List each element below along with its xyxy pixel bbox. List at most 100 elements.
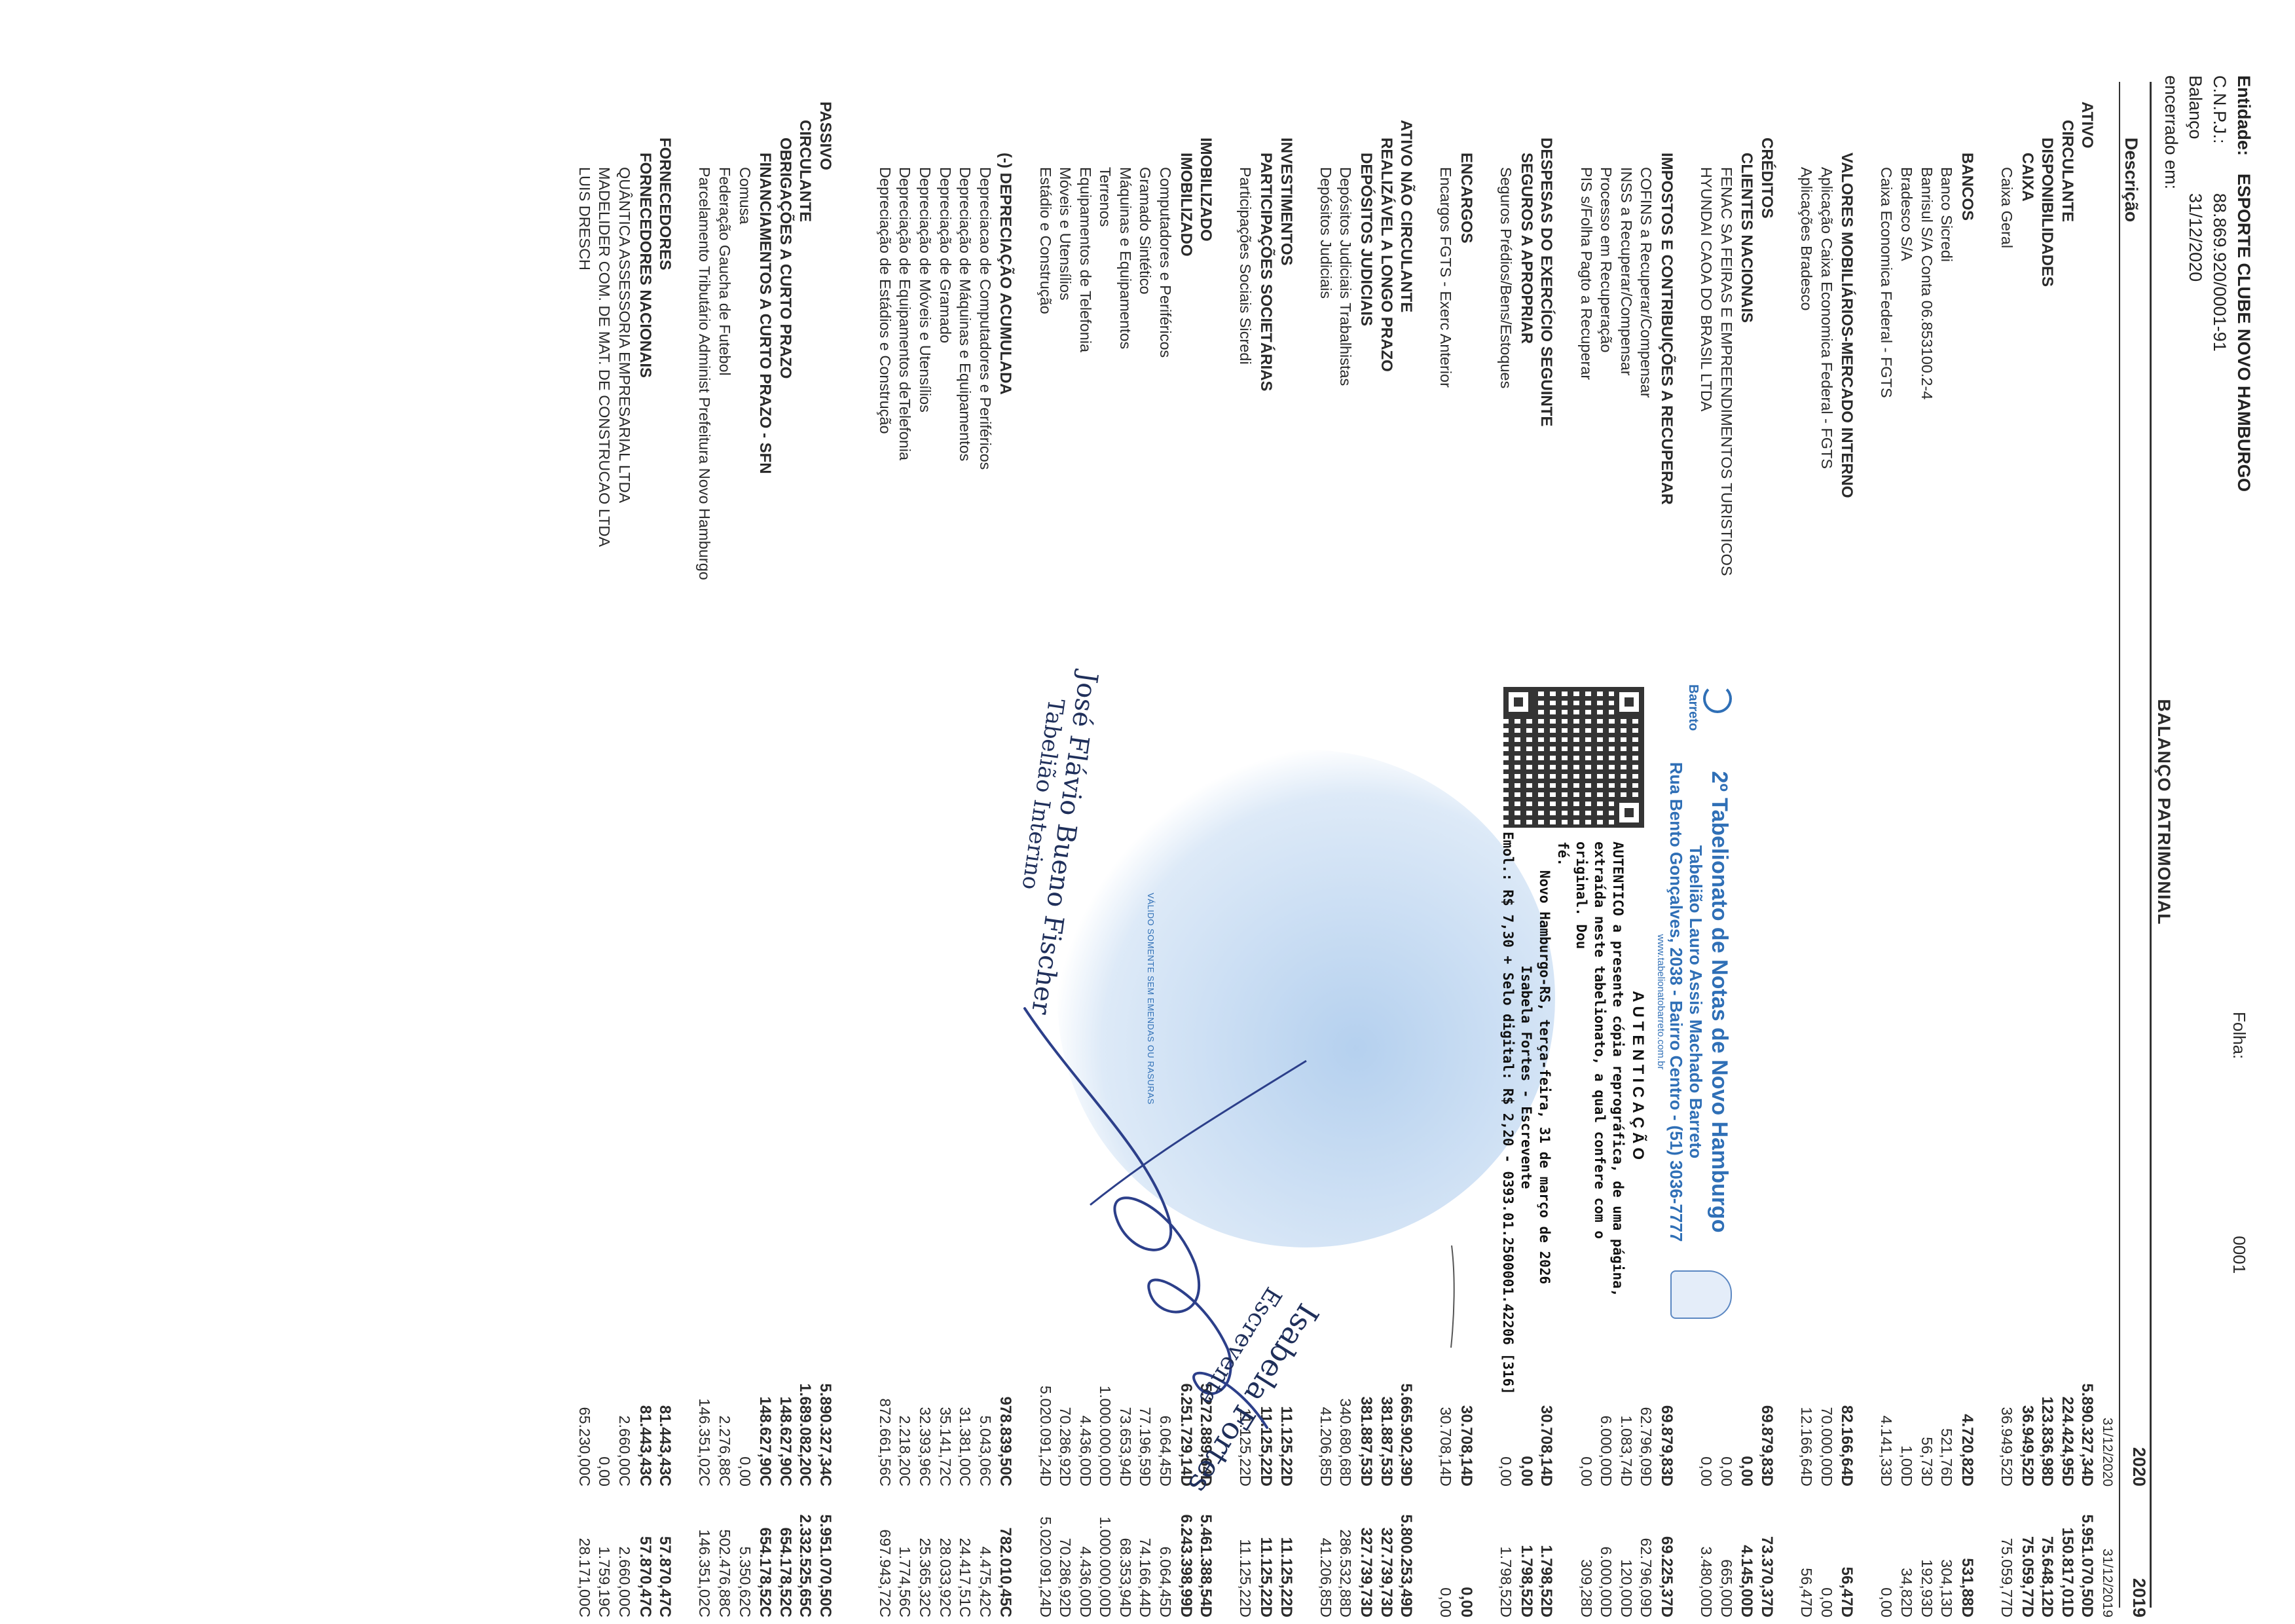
row-description: (-) DEPRECIAÇÃO ACUMULADA — [997, 153, 1015, 395]
row-description: Encargos FGTS - Exerc Anterior — [1437, 167, 1455, 388]
row-value-2019: 31/12/2019 — [2100, 1548, 2115, 1617]
row-description: Gramado Sintético — [1137, 167, 1154, 295]
row-value-2019: 24.417,51C — [957, 1538, 974, 1617]
section-row: FORNECEDORES NACIONAIS 81.443,43C 57.870,4… — [634, 82, 655, 1617]
table-row: Depreciação de Gramado 35.141,72C 28.033,9… — [935, 82, 955, 1617]
row-value-2019: 1.000.000,00D — [1097, 1516, 1114, 1617]
row-description: Federação Gaucha de Futebol — [716, 167, 734, 376]
section-row: PASSIVO 5.890.327,34C 5.951.070,50C — [815, 82, 835, 1617]
row-value-2019: 286.532,88D — [1337, 1529, 1355, 1617]
date-row: 31/12/2020 31/12/2019 — [2097, 82, 2117, 1617]
row-value-2019: 2.660,00C — [616, 1546, 634, 1617]
spacer-row — [1856, 82, 1877, 1608]
qr-code-icon — [1501, 684, 1647, 830]
section-row: CIRCULANTE 1.689.082,20C 2.332.525,65C — [795, 82, 815, 1617]
row-value-2020: 31.381,00C — [957, 1407, 974, 1486]
row-value-2020: 2.276,88C — [716, 1415, 734, 1486]
section-row: ATIVO 5.890.327,34D 5.951.070,50D — [2077, 82, 2097, 1617]
section-row: CIRCULANTE 224.424,95D 150.817,01D — [2057, 82, 2077, 1617]
row-value-2020: 30.708,14D — [1458, 1405, 1475, 1486]
row-description: MADELIDER COM. DE MAT. DE CONSTRUCAO LTD… — [596, 167, 614, 547]
authentication-clerk: Isabela Fortes - Escrevente — [1518, 965, 1534, 1189]
row-description: FENAC SA FEIRAS E EMPREENDIMENTOS TURIST… — [1717, 167, 1735, 576]
row-description: Equipamentos de Telefonia — [1076, 167, 1094, 353]
row-value-2020: 81.443,43C — [656, 1405, 674, 1486]
row-description: ENCARGOS — [1458, 153, 1475, 244]
row-value-2020: 2.660,00C — [616, 1415, 634, 1486]
row-value-2019: 4.145,00D — [1738, 1545, 1756, 1617]
row-value-2019: 1.798,52D — [1497, 1546, 1515, 1617]
row-value-2020: 32.393,96C — [916, 1407, 934, 1486]
spacer-row — [1776, 82, 1797, 1608]
table-row: Bradesco S/A 1,00D 34,82D — [1896, 82, 1917, 1617]
row-value-2020: 12.166,64D — [1798, 1407, 1816, 1486]
row-value-2020: 0,00 — [1577, 1456, 1595, 1486]
row-value-2019: 5.800.253,49D — [1397, 1514, 1416, 1617]
row-description: Aplicações Bradesco — [1798, 167, 1816, 311]
row-value-2019: 69.225,37D — [1657, 1536, 1676, 1617]
notary-name: Tabelião Lauro Assis Machado Barreto — [1686, 845, 1706, 1159]
row-description: Depreciação de Móveis e Utensílios — [916, 167, 934, 413]
row-description: DEPÓSITOS JUDICIAIS — [1357, 153, 1376, 326]
row-description: BANCOS — [1958, 153, 1976, 221]
row-value-2019: 327.739,73D — [1377, 1527, 1395, 1617]
row-value-2019: 75.648,12D — [2038, 1536, 2057, 1617]
row-value-2020: 0,00 — [1517, 1456, 1535, 1486]
row-description: IMPOSTOS E CONTRIBUIÇÕES A RECUPERAR — [1657, 153, 1676, 505]
row-description: CLIENTES NACIONAIS — [1738, 153, 1756, 323]
spacer-row — [855, 82, 875, 1608]
authentication-date: Novo Hamburgo-RS, terça-feira, 31 de mar… — [1537, 870, 1552, 1285]
row-description: REALIZÁVEL A LONGO PRAZO — [1377, 138, 1395, 372]
row-description: Depósitos Judiciais — [1317, 167, 1334, 299]
row-value-2020: 381.887,53D — [1377, 1396, 1395, 1486]
row-value-2020: 69.879,83D — [1757, 1405, 1776, 1486]
table-row: Depreciação de Equipamentos deTelefonia 2… — [895, 82, 915, 1617]
row-value-2019: 502.476,88C — [716, 1529, 734, 1617]
notary-website: www.tabelionatobarreto.com.br — [1655, 934, 1666, 1070]
row-value-2019: 34,82D — [1898, 1568, 1916, 1617]
row-value-2019: 120,00D — [1617, 1559, 1635, 1617]
row-description: COFINS a Recuperar/Compensar — [1638, 167, 1655, 398]
column-description: Descrição — [2121, 138, 2141, 223]
row-value-2020: 123.836,98D — [2038, 1396, 2057, 1486]
row-description: Comusa — [736, 167, 754, 225]
row-description: LUIS DRESCH — [576, 167, 593, 271]
signature-scribble-icon — [1023, 1007, 1307, 1429]
notary-address: Rua Bento Gonçalves, 2038 - Bairro Centr… — [1666, 762, 1686, 1242]
row-value-2019: 654.178,52C — [756, 1527, 775, 1617]
row-value-2019: 4.475,42C — [976, 1546, 994, 1617]
column-2020: 2020 — [2129, 1447, 2149, 1486]
row-value-2020: 35.141,72C — [936, 1407, 954, 1486]
row-description: Estádio e Construção — [1037, 167, 1054, 314]
table-row: Parcelamento Tributário Administ Prefeit… — [695, 82, 715, 1617]
row-value-2019: 5.020.091,24D — [1037, 1516, 1054, 1617]
table-row: MADELIDER COM. DE MAT. DE CONSTRUCAO LTD… — [595, 82, 615, 1617]
sheet-number-value: 0001 — [2230, 1236, 2249, 1274]
row-value-2020: 4.141,33D — [1878, 1415, 1896, 1486]
row-value-2020: 81.443,43C — [636, 1405, 654, 1486]
row-value-2019: 1.798,52D — [1537, 1545, 1556, 1617]
row-description: Participações Sociais Sicredi — [1237, 167, 1255, 365]
spacer-row — [674, 82, 695, 1608]
row-value-2020: 1,00D — [1898, 1445, 1916, 1486]
row-description: CRÉDITOS — [1757, 138, 1776, 219]
row-value-2019: 1.759,19C — [596, 1546, 614, 1617]
row-description: Depósitos Judiciais Trabalhistas — [1337, 167, 1355, 386]
row-description: Bradesco S/A — [1898, 167, 1916, 261]
row-description: FORNECEDORES NACIONAIS — [636, 153, 654, 378]
entity-name: ESPORTE CLUBE NOVO HAMBURGO — [2234, 174, 2254, 492]
row-value-2019: 56,47D — [1798, 1568, 1816, 1617]
row-description: Aplicação Caixa Economica Federal - FGTS — [1818, 167, 1835, 470]
row-value-2020: 62.796,09D — [1638, 1407, 1655, 1486]
spacer-row — [1977, 82, 1997, 1608]
row-value-2020: 31/12/2020 — [2100, 1417, 2115, 1486]
row-value-2019: 192,93D — [1918, 1559, 1936, 1617]
entity-label: Entidade: — [2234, 75, 2254, 157]
section-row: CLIENTES NACIONAIS 0,00 4.145,00D — [1736, 82, 1757, 1617]
row-value-2020: 0,00 — [1738, 1456, 1756, 1486]
row-description: Computadores e Periféricos — [1157, 167, 1175, 358]
table-row: LUIS DRESCH 65.230,00C 28.171,00C — [574, 82, 595, 1617]
row-value-2019: 146.351,02C — [696, 1529, 714, 1617]
row-description: CAIXA — [2018, 153, 2036, 202]
authentication-line: extraída neste tabelionato, a qual confe… — [1573, 841, 1607, 1239]
